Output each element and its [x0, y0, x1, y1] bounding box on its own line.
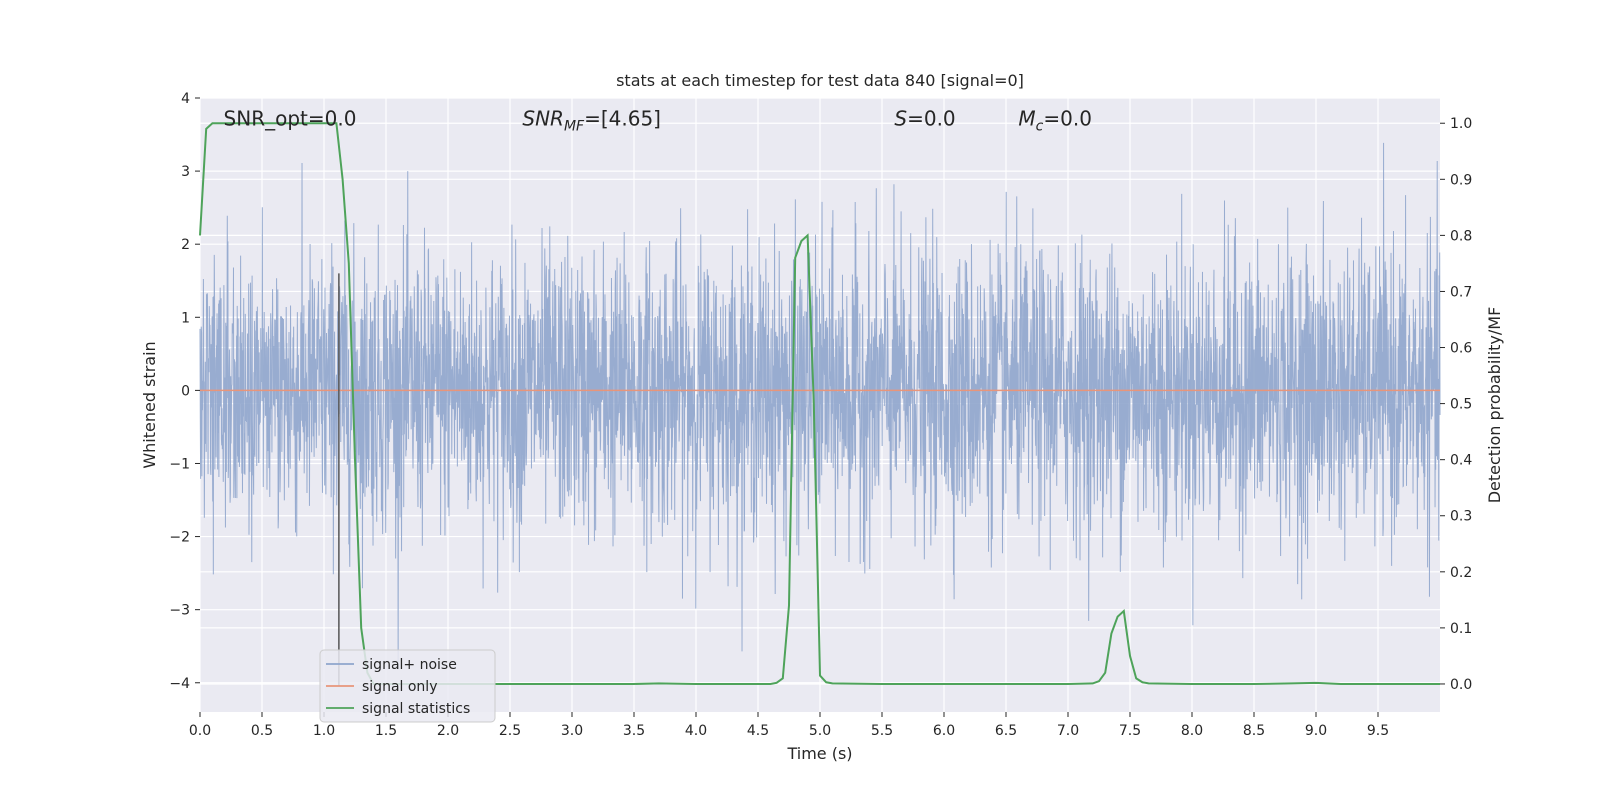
- x-tick-label: 3.0: [561, 723, 583, 739]
- x-tick-label: 0.5: [251, 723, 273, 739]
- y-tick-label-right: 0.0: [1450, 677, 1472, 693]
- y-ticks-left: 4 3 2 1 0 −1 −2 −3 −4: [169, 91, 200, 692]
- annotation: Mc=0.0: [1018, 106, 1092, 134]
- x-tick-label: 8.5: [1243, 723, 1265, 739]
- annotation: S=0.0: [894, 106, 955, 130]
- y-tick-label-right: 0.6: [1450, 341, 1472, 357]
- y-tick-label-left: 3: [181, 164, 190, 180]
- y-axis-label-right: Detection probability/MF: [1485, 307, 1504, 504]
- y-tick-label-right: 0.1: [1450, 621, 1472, 637]
- x-tick-label: 5.5: [871, 723, 893, 739]
- y-tick-label-left: −1: [169, 456, 190, 472]
- x-tick-label: 7.5: [1119, 723, 1141, 739]
- y-tick-label-right: 0.7: [1450, 284, 1472, 300]
- y-tick-label-left: −4: [169, 676, 190, 692]
- x-axis-label: Time (s): [786, 744, 852, 763]
- annotation: SNRMF=[4.65]: [522, 106, 661, 134]
- y-tick-label-right: 0.8: [1450, 228, 1472, 244]
- y-tick-label-right: 1.0: [1450, 116, 1472, 132]
- x-tick-label: 7.0: [1057, 723, 1079, 739]
- y-tick-label-left: 2: [181, 237, 190, 253]
- legend: signal+ noise signal only signal statistic…: [319, 649, 496, 723]
- y-tick-label-left: 4: [181, 91, 190, 107]
- y-tick-label-left: 1: [181, 310, 190, 326]
- x-tick-label: 8.0: [1181, 723, 1203, 739]
- y-tick-label-right: 0.5: [1450, 397, 1472, 413]
- x-tick-label: 5.0: [809, 723, 831, 739]
- x-tick-label: 1.0: [313, 723, 335, 739]
- y-tick-label-right: 0.9: [1450, 172, 1472, 188]
- x-ticks: 0.0 0.5 1.0 1.5 2.0 2.5 3.0 3.5 4.0 4.5 5.0 5.5 6.0 6…: [189, 712, 1389, 739]
- series-signal-statistics: [199, 122, 1440, 685]
- x-tick-label: 1.5: [375, 723, 397, 739]
- y-tick-label-right: 0.4: [1450, 453, 1472, 469]
- noise-line: [199, 142, 1441, 670]
- x-tick-label: 4.5: [747, 723, 769, 739]
- y-tick-label-left: 0: [181, 383, 190, 399]
- legend-entry: signal only: [362, 679, 437, 695]
- series-signal-noise: [199, 142, 1441, 670]
- y-tick-label-right: 0.3: [1450, 509, 1472, 525]
- annotation: SNR_opt=0.0: [224, 106, 357, 130]
- legend-entry: signal statistics: [362, 701, 470, 717]
- x-tick-label: 0.0: [189, 723, 211, 739]
- x-tick-label: 3.5: [623, 723, 645, 739]
- y-ticks-right: 1.0 0.9 0.8 0.7 0.6 0.5 0.4 0.3 0.2 0.1 0.0: [1440, 116, 1472, 693]
- legend-box: [319, 649, 496, 723]
- signal-statistics-line: [199, 122, 1440, 685]
- chart-title: stats at each timestep for test data 840…: [616, 71, 1024, 90]
- x-tick-label: 9.0: [1305, 723, 1327, 739]
- x-tick-label: 6.5: [995, 723, 1017, 739]
- legend-entry: signal+ noise: [362, 657, 457, 673]
- y-axis-label-left: Whitened strain: [140, 341, 159, 468]
- x-tick-label: 6.0: [933, 723, 955, 739]
- x-tick-label: 2.5: [499, 723, 521, 739]
- x-tick-label: 9.5: [1367, 723, 1389, 739]
- y-tick-label-left: −2: [169, 530, 190, 546]
- x-tick-label: 4.0: [685, 723, 707, 739]
- annotations: SNR_opt=0.0 SNRMF=[4.65] S=0.0 Mc=0.0: [224, 106, 1092, 134]
- y-tick-label-left: −3: [169, 603, 190, 619]
- x-tick-label: 2.0: [437, 723, 459, 739]
- y-tick-label-right: 0.2: [1450, 565, 1472, 581]
